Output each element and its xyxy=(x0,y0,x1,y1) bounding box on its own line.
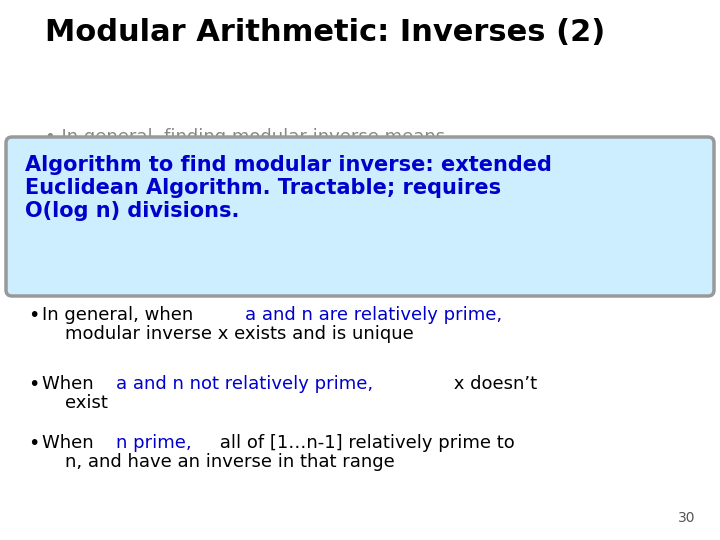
Text: 30: 30 xyxy=(678,511,695,525)
Text: a and n not relatively prime,: a and n not relatively prime, xyxy=(116,375,373,393)
Text: •: • xyxy=(28,375,40,394)
Text: When: When xyxy=(42,434,99,452)
FancyBboxPatch shape xyxy=(6,137,714,296)
Text: • In general, finding modular inverse means: • In general, finding modular inverse me… xyxy=(45,128,445,146)
Text: In general, when: In general, when xyxy=(42,306,199,324)
Text: When: When xyxy=(42,375,99,393)
Text: •: • xyxy=(28,306,40,325)
Text: Modular Arithmetic: Inverses (2): Modular Arithmetic: Inverses (2) xyxy=(45,18,606,47)
Text: all of [1…n-1] relatively prime to: all of [1…n-1] relatively prime to xyxy=(214,434,514,452)
Text: n prime,: n prime, xyxy=(116,434,192,452)
Text: •: • xyxy=(28,434,40,453)
Text: n, and have an inverse in that range: n, and have an inverse in that range xyxy=(65,453,395,471)
Text: Algorithm to find modular inverse: extended: Algorithm to find modular inverse: exten… xyxy=(25,155,552,175)
Text: x doesn’t: x doesn’t xyxy=(448,375,537,393)
Text: modular inverse x exists and is unique: modular inverse x exists and is unique xyxy=(65,325,414,343)
Text: a and n are relatively prime,: a and n are relatively prime, xyxy=(245,306,502,324)
Text: O(log n) divisions.: O(log n) divisions. xyxy=(25,201,239,221)
Text: exist: exist xyxy=(65,394,108,412)
Text: Euclidean Algorithm. Tractable; requires: Euclidean Algorithm. Tractable; requires xyxy=(25,178,501,198)
